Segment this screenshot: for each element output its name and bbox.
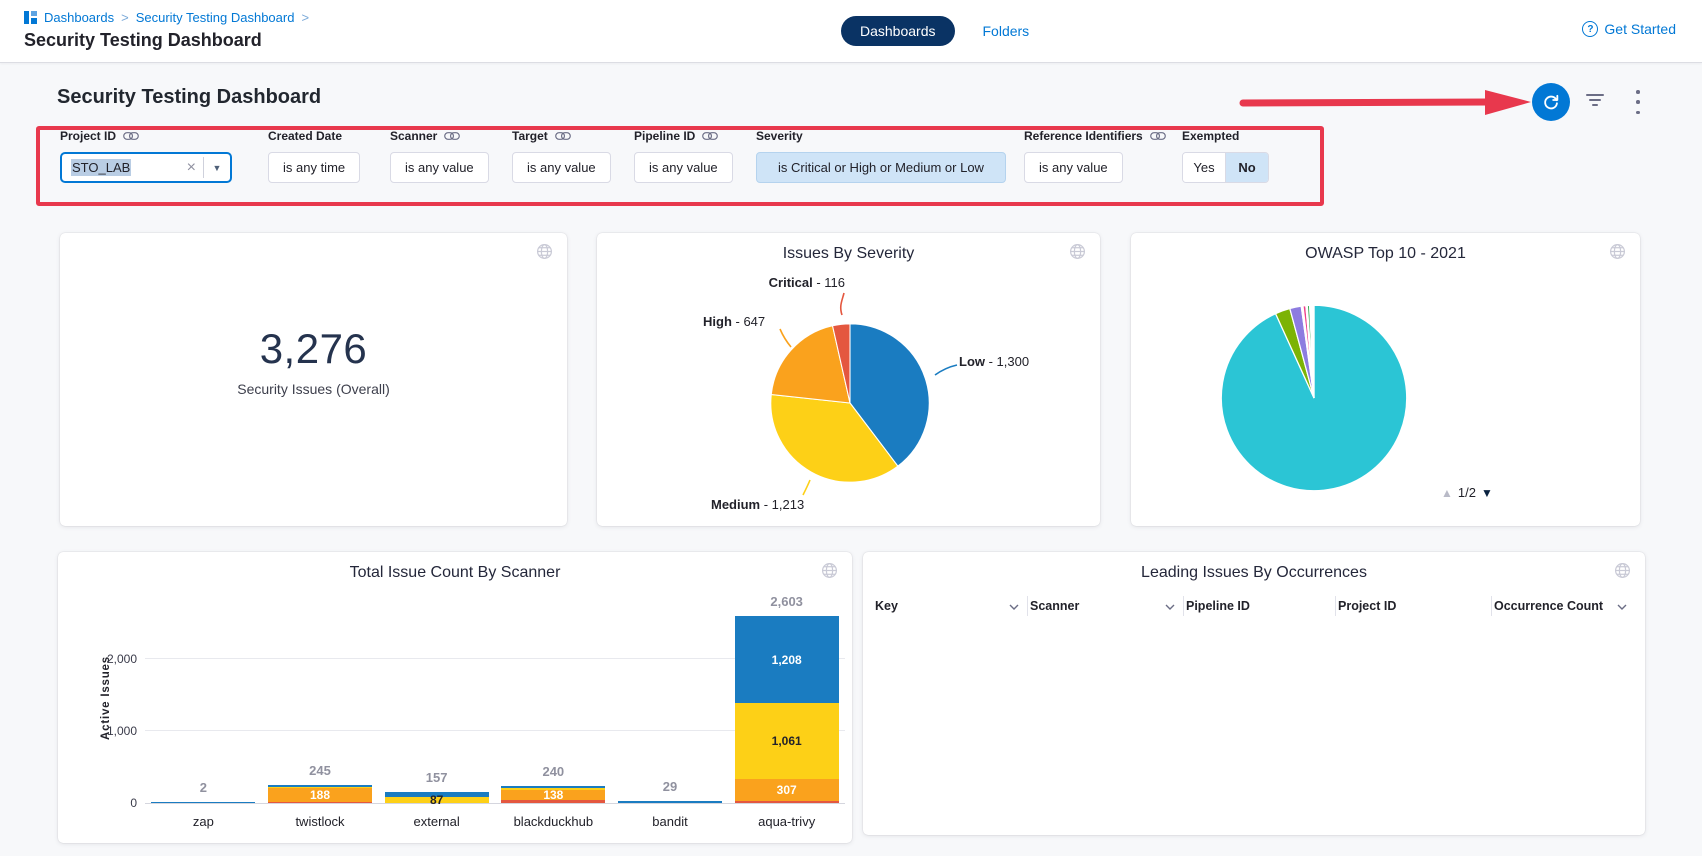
- clear-icon[interactable]: ×: [180, 159, 203, 177]
- pipeline-id-filter-button[interactable]: is any value: [634, 152, 733, 183]
- pie-label-low: Low - 1,300: [959, 354, 1029, 369]
- filter-target: Target is any value: [512, 129, 611, 183]
- tab-dashboards[interactable]: Dashboards: [841, 16, 955, 46]
- page-down-icon[interactable]: ▼: [1481, 486, 1493, 500]
- scanner-filter-button[interactable]: is any value: [390, 152, 489, 183]
- annotation-arrow: [1235, 88, 1535, 118]
- security-testing-dashboard-page: Dashboards > Security Testing Dashboard …: [0, 0, 1702, 856]
- filter-scanner: Scanner is any value: [390, 129, 489, 183]
- card-security-issues-overall: 3,276 Security Issues (Overall): [60, 233, 567, 526]
- page-up-icon[interactable]: ▲: [1441, 486, 1453, 500]
- link-icon: [1150, 131, 1166, 141]
- refresh-button[interactable]: [1532, 83, 1570, 121]
- breadcrumb-dashboards[interactable]: Dashboards: [44, 10, 114, 25]
- top-bar: Dashboards > Security Testing Dashboard …: [0, 0, 1702, 63]
- filter-pipeline-id: Pipeline ID is any value: [634, 129, 733, 183]
- filter-label: Created Date: [268, 129, 342, 143]
- column-header-scanner[interactable]: Scanner: [1027, 596, 1183, 616]
- issues-by-severity-pie: [762, 315, 938, 491]
- filter-label: Severity: [756, 129, 803, 143]
- link-icon: [555, 131, 571, 141]
- link-icon: [702, 131, 718, 141]
- card-issues-by-severity: Issues By Severity Critical - 116 High -…: [597, 233, 1100, 526]
- page-indicator: 1/2: [1458, 485, 1476, 500]
- pie-label-high: High - 647: [703, 314, 765, 329]
- dashboards-grid-icon: [24, 11, 37, 24]
- get-started-label: Get Started: [1604, 21, 1676, 37]
- link-icon: [444, 131, 460, 141]
- occurrences-table-header: Key Scanner Pipeline ID Project ID Occur…: [873, 596, 1635, 616]
- reference-identifiers-filter-button[interactable]: is any value: [1024, 152, 1123, 183]
- project-id-input[interactable]: STO_LAB × ▼: [60, 152, 232, 183]
- globe-icon: [536, 243, 553, 265]
- card-title-owasp-top-10: OWASP Top 10 - 2021: [1131, 245, 1640, 263]
- filter-label: Scanner: [390, 129, 437, 143]
- created-date-filter-button[interactable]: is any time: [268, 152, 360, 183]
- card-title-scanner-chart: Total Issue Count By Scanner: [58, 564, 852, 582]
- owasp-pie: [1211, 295, 1417, 501]
- security-issues-total-label: Security Issues (Overall): [60, 381, 567, 397]
- breadcrumb-separator: >: [121, 10, 129, 25]
- filter-label: Exempted: [1182, 129, 1239, 143]
- exempted-yes-option[interactable]: Yes: [1183, 153, 1225, 182]
- help-icon: ?: [1582, 21, 1598, 37]
- column-header-key[interactable]: Key: [873, 596, 1027, 616]
- owasp-pager: ▲ 1/2 ▼: [1441, 485, 1493, 500]
- view-tabs: Dashboards Folders: [841, 16, 1029, 46]
- filter-exempted: Exempted Yes No: [1182, 129, 1269, 183]
- filter-severity: Severity is Critical or High or Medium o…: [756, 129, 1006, 183]
- scanner-bar-plot: 01,0002,0002zap188245twistlock87157exter…: [145, 592, 845, 804]
- sort-caret-icon: [1165, 599, 1175, 613]
- card-total-issue-count-by-scanner: Total Issue Count By Scanner Active Issu…: [58, 552, 852, 843]
- dashboard-filters-icon[interactable]: [1584, 94, 1606, 110]
- exempted-toggle: Yes No: [1182, 152, 1269, 183]
- pie-label-medium: Medium - 1,213: [711, 497, 804, 512]
- link-icon: [123, 131, 139, 141]
- dropdown-caret-icon[interactable]: ▼: [204, 163, 230, 173]
- dashboard-actions-kebab-icon[interactable]: [1630, 90, 1646, 114]
- occurrences-table-body-empty: [873, 616, 1635, 825]
- filter-project-id: Project ID STO_LAB × ▼: [60, 129, 232, 183]
- pie-label-critical: Critical - 116: [715, 275, 845, 290]
- security-issues-total-value: 3,276: [60, 325, 567, 373]
- breadcrumb-separator: >: [301, 10, 309, 25]
- column-header-pipeline-id[interactable]: Pipeline ID: [1183, 596, 1335, 616]
- dashboard-heading: Security Testing Dashboard: [57, 86, 321, 109]
- card-title-leading-issues: Leading Issues By Occurrences: [863, 564, 1645, 582]
- filter-created-date: Created Date is any time: [268, 129, 360, 183]
- breadcrumb: Dashboards > Security Testing Dashboard …: [24, 10, 309, 25]
- refresh-icon: [1541, 92, 1561, 112]
- column-header-occurrence-count[interactable]: Occurrence Count: [1491, 596, 1635, 616]
- breadcrumb-current-dashboard[interactable]: Security Testing Dashboard: [136, 10, 295, 25]
- project-id-value: STO_LAB: [71, 159, 131, 176]
- filter-label: Pipeline ID: [634, 129, 695, 143]
- exempted-no-option[interactable]: No: [1225, 153, 1268, 182]
- filter-label: Reference Identifiers: [1024, 129, 1143, 143]
- filter-label: Target: [512, 129, 548, 143]
- column-header-project-id[interactable]: Project ID: [1335, 596, 1491, 616]
- severity-filter-button[interactable]: is Critical or High or Medium or Low: [756, 152, 1006, 183]
- filter-reference-identifiers: Reference Identifiers is any value: [1024, 129, 1166, 183]
- card-leading-issues-by-occurrences: Leading Issues By Occurrences Key Scanne…: [863, 552, 1645, 835]
- target-filter-button[interactable]: is any value: [512, 152, 611, 183]
- get-started-link[interactable]: ? Get Started: [1582, 21, 1676, 37]
- y-axis-label: Active Issues: [64, 592, 148, 803]
- card-title-issues-by-severity: Issues By Severity: [597, 245, 1100, 263]
- sort-caret-icon: [1009, 599, 1019, 613]
- window-page-title: Security Testing Dashboard: [24, 30, 262, 51]
- filter-label: Project ID: [60, 129, 116, 143]
- sort-caret-icon: [1617, 599, 1627, 613]
- tab-folders[interactable]: Folders: [983, 23, 1030, 39]
- card-owasp-top-10: OWASP Top 10 - 2021 ▲ 1/2 ▼: [1131, 233, 1640, 526]
